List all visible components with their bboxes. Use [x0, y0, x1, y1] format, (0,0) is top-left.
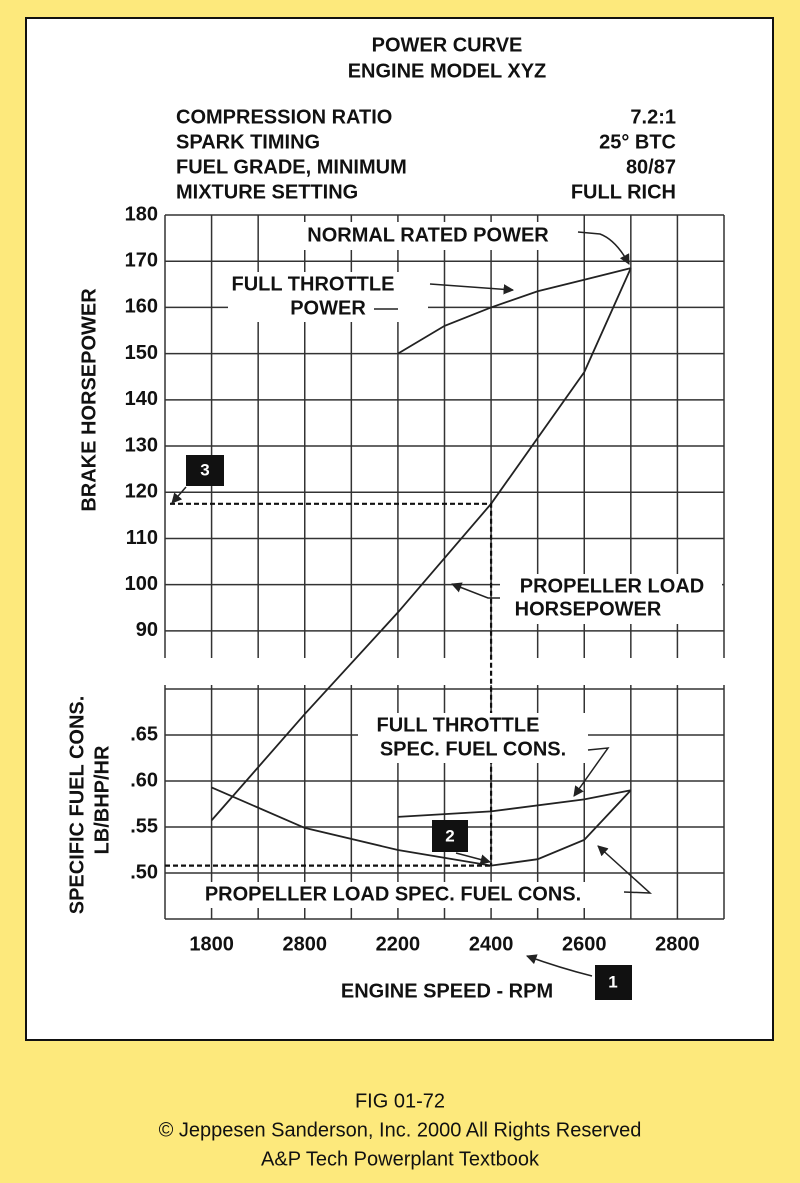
- grid: 1800 2800 2200 2400 2600 2800 180 170 160 150 140 1…: [105, 203, 726, 955]
- label-bg: [500, 574, 722, 624]
- step-number: 2: [445, 826, 454, 845]
- caption: FIG 01-72: [355, 1090, 445, 1112]
- figure-frame: [25, 17, 774, 1041]
- x-tick-label: 2200: [376, 933, 421, 955]
- y-axis-label: BRAKE HORSEPOWER: [78, 288, 100, 512]
- axis-break: [105, 658, 726, 685]
- series-line: [210, 267, 632, 821]
- y2-tick-label: .55: [130, 815, 158, 837]
- chart-subtitle: ENGINE MODEL XYZ: [348, 60, 547, 82]
- step-box: [595, 965, 632, 1000]
- x-tick-label: 1800: [189, 933, 234, 955]
- arrow: [597, 845, 653, 894]
- y-tick-label: 160: [125, 296, 158, 318]
- spec-name: FUEL GRADE, MINIMUM: [176, 156, 407, 178]
- spec-value: FULL RICH: [571, 181, 676, 203]
- y-tick-label: 150: [125, 342, 158, 364]
- x-tick-label: 2600: [562, 933, 607, 955]
- arrow: [429, 283, 515, 295]
- series-label: SPEC. FUEL CONS.: [380, 738, 566, 760]
- x-tick-label: 2400: [469, 933, 514, 955]
- series-label: HORSEPOWER: [515, 598, 662, 620]
- y2-tick-label: .60: [130, 769, 158, 791]
- spec-value: 7.2:1: [630, 106, 676, 128]
- y-tick-label: 170: [125, 249, 158, 271]
- spec-name: COMPRESSION RATIO: [176, 106, 392, 128]
- spec-value: 25° BTC: [599, 131, 676, 153]
- arrow: [573, 747, 610, 797]
- label-bg: [270, 222, 578, 250]
- spec-name: MIXTURE SETTING: [176, 181, 358, 203]
- y-tick-label: 180: [125, 203, 158, 225]
- step-number: 1: [608, 972, 617, 991]
- y-tick-label: 130: [125, 434, 158, 456]
- x-tick-label: 2800: [655, 933, 700, 955]
- y-tick-label: 140: [125, 388, 158, 410]
- step-number: 3: [200, 460, 209, 479]
- y-tick-label: 110: [126, 527, 158, 549]
- x-axis-label: ENGINE SPEED - RPM: [341, 980, 553, 1002]
- y2-axis-label: SPECIFIC FUEL CONS.: [66, 696, 88, 915]
- series-label: FULL THROTTLE: [377, 714, 540, 736]
- series-label: PROPELLER LOAD SPEC. FUEL CONS.: [205, 883, 581, 905]
- chart-title: POWER CURVE: [372, 34, 523, 56]
- arrow: [451, 582, 500, 599]
- arrow: [171, 486, 187, 504]
- arrow: [577, 231, 630, 265]
- annotation: NORMAL RATED POWER: [307, 224, 549, 246]
- caption: © Jeppesen Sanderson, Inc. 2000 All Righ…: [159, 1119, 642, 1141]
- y2-axis-label: LB/BHP/HR: [91, 745, 113, 854]
- label-bg: [170, 882, 622, 908]
- arrow: [455, 852, 492, 865]
- caption: A&P Tech Powerplant Textbook: [261, 1148, 540, 1170]
- series-label: PROPELLER LOAD: [520, 575, 704, 597]
- label-bg: [228, 272, 428, 322]
- y-tick-label: 120: [125, 481, 158, 503]
- y2-tick-label: .50: [130, 861, 158, 883]
- series-label: FULL THROTTLE: [232, 273, 395, 295]
- series-label: POWER: [290, 297, 366, 319]
- arrow: [526, 954, 593, 977]
- x-tick-label: 2800: [283, 933, 328, 955]
- spec-name: SPARK TIMING: [176, 131, 320, 153]
- y2-tick-label: .65: [130, 723, 158, 745]
- y-tick-label: 90: [136, 619, 158, 641]
- step-box: [432, 820, 468, 852]
- series-line: [397, 267, 632, 355]
- label-bg: [358, 713, 588, 763]
- step-box: [186, 455, 224, 486]
- series-line: [397, 789, 632, 818]
- y-tick-label: 100: [125, 573, 158, 595]
- spec-value: 80/87: [626, 156, 676, 178]
